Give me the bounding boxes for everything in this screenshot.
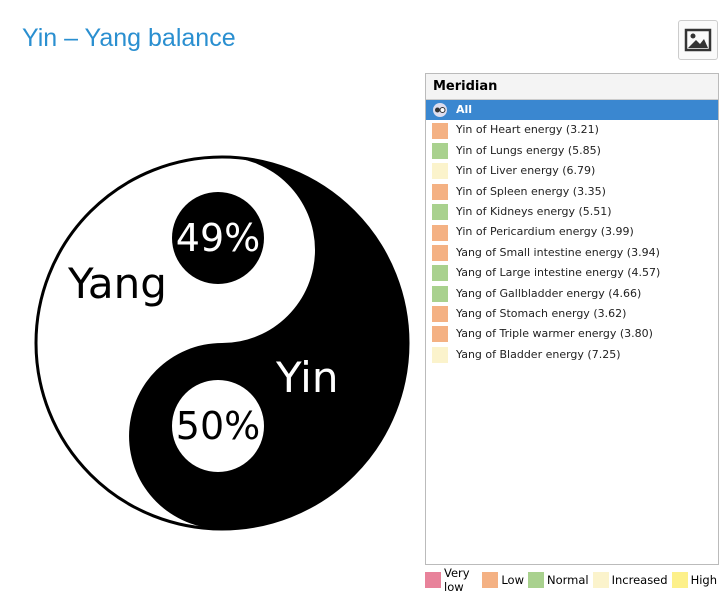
list-item[interactable]: Yin of Liver energy (6.79) [426,161,718,181]
list-title: Meridian [426,74,718,100]
yin-label: Yin [275,353,338,402]
all-icon [433,103,447,118]
yang-percent: 49% [176,216,260,260]
list-item-label: Yin of Lungs energy (5.85) [456,143,601,157]
list-item-label: Yin of Spleen energy (3.35) [456,184,606,198]
status-swatch [432,142,448,159]
legend-label: Normal [546,573,589,587]
status-swatch [432,306,448,323]
list-item-label: All [456,103,473,116]
legend-label: Very low [444,566,470,594]
list-item[interactable]: Yang of Bladder energy (7.25) [426,345,718,365]
list-item[interactable]: Yang of Large intestine energy (4.57) [426,263,718,283]
status-swatch [432,265,448,282]
legend-swatch [482,572,499,588]
status-swatch [432,204,448,221]
list-item-all[interactable]: All [426,100,718,121]
list-item[interactable]: Yin of Spleen energy (3.35) [426,182,718,202]
meridian-list: Meridian All Yin of Heart energy (3.21) Y… [425,73,719,565]
yang-label: Yang [67,259,167,308]
title: Yin – Yang balance [22,24,236,52]
list-item[interactable]: Yin of Pericardium energy (3.99) [426,222,718,242]
list-item-label: Yang of Gallbladder energy (4.66) [456,286,642,300]
status-swatch [432,122,448,139]
image-icon [684,28,712,52]
legend-label: High [690,573,717,587]
legend-label: Low [501,573,524,587]
list-item[interactable]: Yang of Gallbladder energy (4.66) [426,284,718,304]
list-item-label: Yang of Small intestine energy (3.94) [456,245,660,259]
list-item[interactable]: Yang of Stomach energy (3.62) [426,304,718,324]
list-item-label: Yin of Liver energy (6.79) [456,164,596,178]
yin-yang: 49% 50% Yang Yin [34,155,410,531]
list-item-label: Yang of Bladder energy (7.25) [456,347,621,361]
status-swatch [432,224,448,241]
legend-label: Increased [611,573,668,587]
legend-item: Very low [425,566,478,594]
legend-swatch [592,572,609,588]
list-item-label: Yang of Triple warmer energy (3.80) [456,327,653,341]
status-swatch [432,326,448,343]
list-item-label: Yang of Large intestine energy (4.57) [456,266,661,280]
status-swatch [432,244,448,261]
status-swatch [432,285,448,302]
list-item-label: Yin of Pericardium energy (3.99) [456,225,634,239]
status-swatch [432,346,448,363]
list-item-label: Yin of Heart energy (3.21) [456,123,599,137]
list-item[interactable]: Yin of Lungs energy (5.85) [426,141,718,161]
list-item[interactable]: Yin of Heart energy (3.21) [426,120,718,140]
legend-item: High [671,572,717,588]
legend-swatch [671,572,688,588]
status-swatch [432,163,448,180]
legend-swatch [425,572,441,588]
legend-item: Low [482,572,524,588]
status-swatch [432,183,448,200]
export-image-button[interactable] [678,20,718,60]
yin-percent: 50% [176,404,260,448]
legend-item: Increased [592,572,668,588]
list-item[interactable]: Yang of Small intestine energy (3.94) [426,243,718,263]
list-item[interactable]: Yin of Kidneys energy (5.51) [426,202,718,222]
legend-item: Normal [527,572,589,588]
list-item-label: Yin of Kidneys energy (5.51) [456,204,612,218]
list-item[interactable]: Yang of Triple warmer energy (3.80) [426,324,718,344]
legend-swatch [527,572,544,588]
list-item-label: Yang of Stomach energy (3.62) [456,306,627,320]
legend: Very low Low Normal Increased High [425,566,721,594]
